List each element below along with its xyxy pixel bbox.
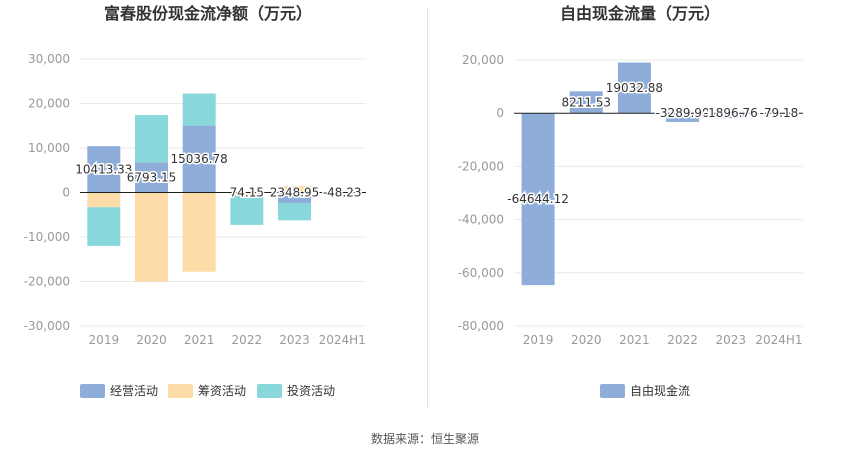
data-label-right-3: -3289.90 [656,106,710,120]
legend-swatch-right-0 [600,384,625,398]
y-tick-label-right-5: -80,000 [458,319,504,333]
bar-left-2-1 [135,115,168,163]
legend-swatch-left-0 [80,384,105,398]
bar-left-0-4 [278,192,311,203]
x-tick-label-right-0: 2019 [523,333,554,347]
x-tick-label-right-3: 2022 [667,333,698,347]
data-label-right-0: -64644.12 [507,192,569,206]
y-tick-label-left-2: 10,000 [28,141,70,155]
y-tick-label-right-0: 20,000 [462,53,504,67]
bar-left-1-2 [182,192,216,272]
bar-left-1-0 [87,192,121,208]
bar-left-1-1 [135,192,168,282]
x-tick-label-left-2: 2021 [184,333,215,347]
x-tick-label-right-5: 2024H1 [755,333,802,347]
y-tick-label-right-1: 0 [496,106,504,120]
y-tick-label-right-4: -60,000 [458,266,504,280]
bar-left-0-0 [87,146,121,193]
y-tick-label-left-5: -20,000 [24,275,70,289]
chart-title-left: 富春股份现金流净额（万元） [104,4,312,23]
data-label-left-0: 10413.33 [75,162,132,176]
x-tick-label-left-1: 2020 [136,333,167,347]
data-label-left-3: 74.15 [230,186,264,200]
data-label-left-4: 2348.95 [270,186,320,200]
bar-left-0-2 [182,125,216,193]
data-label-right-1: 8211.53 [561,95,611,109]
y-tick-label-left-3: 0 [62,186,70,200]
data-label-left-2: 15036.78 [171,152,228,166]
bar-left-1-3 [230,192,264,196]
data-source-note: 数据来源：恒生聚源 [370,432,479,446]
x-tick-label-left-5: 2024H1 [319,333,366,347]
bar-right-0-2 [617,62,651,114]
x-tick-label-right-4: 2023 [715,333,746,347]
y-tick-label-left-0: 30,000 [28,52,70,66]
data-label-right-2: 19032.88 [606,81,663,95]
bar-left-0-1 [135,162,168,193]
x-tick-label-left-4: 2023 [279,333,310,347]
bar-right-0-0 [521,113,555,286]
legend-label-left-0: 经营活动 [110,384,158,398]
bar-left-2-0 [87,207,121,246]
legend-label-left-1: 筹资活动 [198,384,246,398]
bar-right-0-3 [666,113,700,122]
bar-right-0-4 [714,113,748,119]
y-tick-label-left-6: -30,000 [24,319,70,333]
bar-right-0-1 [569,91,603,114]
chart-title-right: 自由现金流量（万元） [560,4,720,23]
x-tick-label-right-2: 2021 [619,333,650,347]
data-label-right-5: -79.18 [760,106,799,120]
data-label-left-1: 6793.15 [127,170,177,184]
y-tick-label-left-1: 20,000 [28,97,70,111]
legend-label-right-0: 自由现金流 [630,383,690,398]
legend-swatch-left-1 [168,384,193,398]
legend-swatch-left-2 [257,384,282,398]
panel-divider [427,8,428,408]
bar-left-2-4 [278,202,311,221]
legend-label-left-2: 投资活动 [287,383,335,398]
data-label-right-4: -1896.76 [704,106,758,120]
y-tick-label-right-2: -20,000 [458,159,504,173]
bar-left-1-4 [278,185,311,193]
bar-left-2-3 [230,195,264,225]
x-tick-label-left-3: 2022 [232,333,263,347]
x-tick-label-left-0: 2019 [89,333,120,347]
y-tick-label-right-3: -40,000 [458,213,504,227]
y-tick-label-left-4: -10,000 [24,230,70,244]
data-label-left-5: -48.23 [323,186,362,200]
x-tick-label-right-1: 2020 [571,333,602,347]
bar-left-2-2 [182,93,216,126]
